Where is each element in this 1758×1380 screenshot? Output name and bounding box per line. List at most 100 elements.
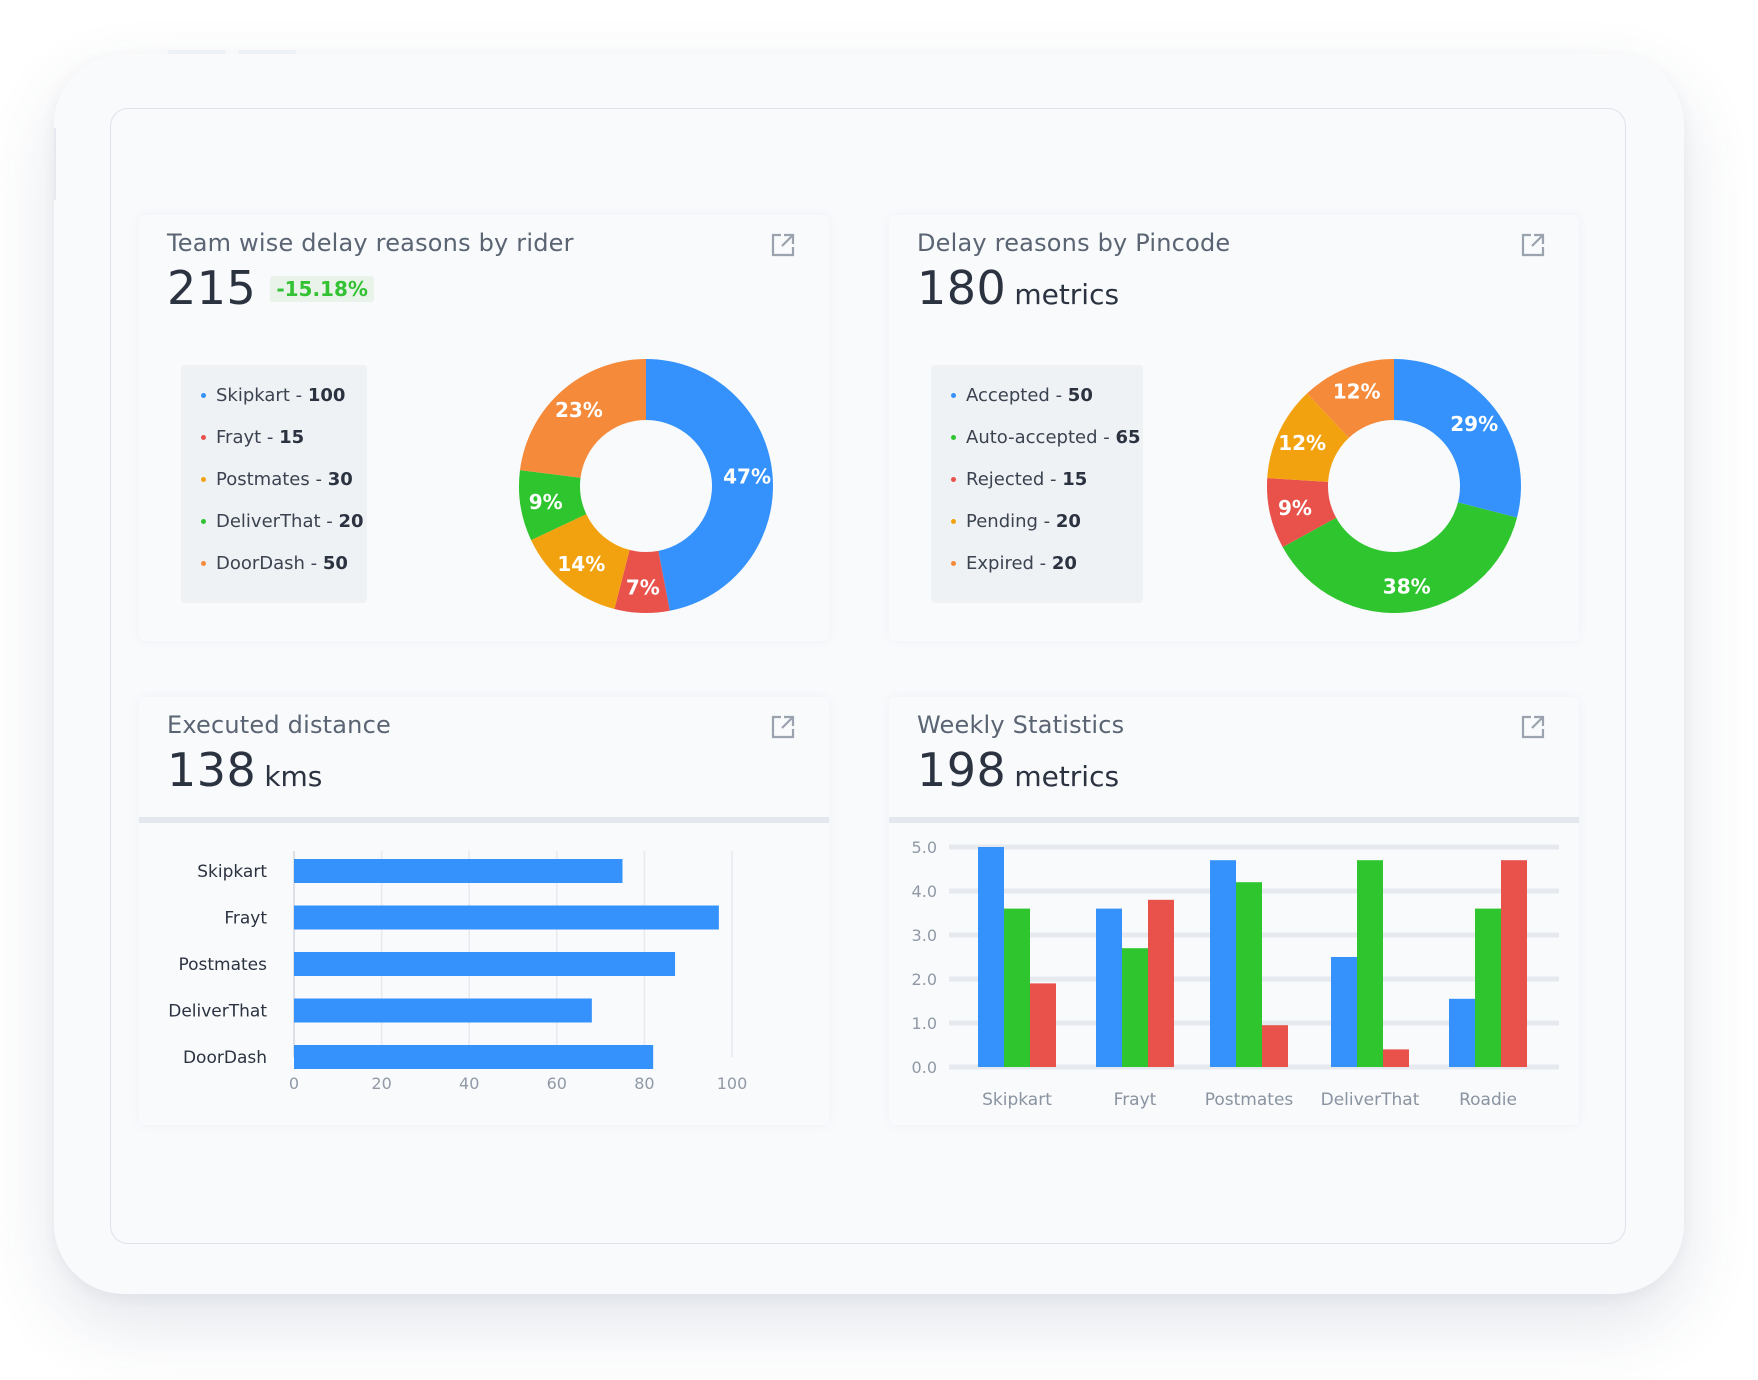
card-total: 138 kms <box>167 743 322 797</box>
legend-label: Rejected - <box>966 469 1063 490</box>
x-tick-label: 20 <box>371 1074 391 1093</box>
card-total: 180 metrics <box>917 261 1119 315</box>
y-tick-label: DeliverThat <box>168 1002 267 1022</box>
bar <box>1383 1049 1409 1067</box>
y-tick-label: 3.0 <box>912 926 937 945</box>
slice-label: 38% <box>1383 575 1431 599</box>
weekly-statistics-card: Weekly Statistics 198 metrics 0.0 1.0 2.0 3… <box>889 697 1579 1125</box>
legend-item: DoorDash - 50 <box>201 553 348 574</box>
legend-value: 30 <box>327 469 353 490</box>
dashboard-screen: Team wise delay reasons by rider 215 -15… <box>110 108 1626 1244</box>
bar <box>1331 957 1357 1067</box>
divider <box>139 817 829 823</box>
delta-badge: -15.18% <box>270 276 374 302</box>
legend-dot <box>951 519 956 524</box>
legend-value: 50 <box>1067 385 1093 406</box>
x-tick-label: 100 <box>717 1074 748 1093</box>
card-total: 215 -15.18% <box>167 261 374 315</box>
card-title: Delay reasons by Pincode <box>917 229 1231 257</box>
donut-slice <box>531 514 630 610</box>
y-tick-label: 1.0 <box>912 1014 937 1033</box>
external-link-icon[interactable] <box>1519 713 1547 741</box>
donut-slice <box>1282 502 1518 613</box>
horizontal-bar-chart: 0 20 40 60 80 100 Skipkart Frayt Postmates Delive… <box>168 851 748 1093</box>
x-tick-label: 60 <box>547 1074 567 1093</box>
y-tick-label: Postmates <box>178 955 267 975</box>
y-tick-label: Skipkart <box>197 862 267 882</box>
bar <box>1449 998 1475 1067</box>
donut-slice <box>520 359 646 478</box>
legend-value: 20 <box>1055 511 1081 532</box>
bar <box>1236 882 1262 1067</box>
card-title: Weekly Statistics <box>917 711 1125 739</box>
vertical-bar-chart: 0.0 1.0 2.0 3.0 4.0 5.0 Skipkart Frayt Postmates… <box>912 838 1559 1110</box>
legend-label: Expired - <box>966 553 1052 574</box>
legend-value: 100 <box>307 385 346 406</box>
legend-value: 20 <box>338 511 364 532</box>
legend-item: Pending - 20 <box>951 511 1081 532</box>
slice-label: 29% <box>1450 412 1498 436</box>
legend-value: 65 <box>1115 427 1141 448</box>
legend-label: DeliverThat - <box>216 511 339 532</box>
bar <box>294 905 719 930</box>
bar <box>1096 908 1122 1067</box>
legend-dot <box>201 393 206 398</box>
legend-item: Postmates - 30 <box>201 469 353 490</box>
x-tick-label: 40 <box>459 1074 479 1093</box>
bar <box>294 952 676 976</box>
legend-label: Auto-accepted - <box>966 427 1116 448</box>
legend-item: Accepted - 50 <box>951 385 1093 406</box>
slice-label: 9% <box>1278 496 1312 520</box>
legend-dot <box>951 561 956 566</box>
bar <box>1475 908 1501 1067</box>
legend-value: 50 <box>322 553 348 574</box>
legend-item: DeliverThat - 20 <box>201 511 364 532</box>
legend-dot <box>951 435 956 440</box>
donut-chart: 29% 38% 9% 12% 12% <box>1267 359 1521 613</box>
divider <box>889 817 1579 823</box>
card-title: Executed distance <box>167 711 391 739</box>
donut-slice <box>646 359 774 611</box>
legend-label: Postmates - <box>216 469 328 490</box>
bar <box>1210 860 1236 1067</box>
tablet-button <box>168 50 226 54</box>
legend-dot <box>201 519 206 524</box>
x-tick-label: 80 <box>634 1074 654 1093</box>
legend-dot <box>201 477 206 482</box>
tablet-button <box>238 50 296 54</box>
y-tick-label: 5.0 <box>912 838 937 857</box>
bar <box>294 859 623 883</box>
bar <box>294 998 592 1023</box>
total-unit: kms <box>264 760 323 793</box>
y-tick-label: 2.0 <box>912 970 937 989</box>
card-total: 198 metrics <box>917 743 1119 797</box>
donut-slice <box>1307 359 1394 438</box>
bar <box>1122 948 1148 1067</box>
legend-item: Skipkart - 100 <box>201 385 345 406</box>
legend-dot <box>201 561 206 566</box>
legend-value: 15 <box>1062 469 1088 490</box>
y-tick-label: Frayt <box>224 909 267 929</box>
total-unit: metrics <box>1014 278 1120 311</box>
bar <box>1262 1025 1288 1067</box>
legend-label: Frayt - <box>216 427 280 448</box>
chart-legend: Accepted - 50 Auto-accepted - 65 Rejected … <box>931 365 1143 603</box>
donut-slice <box>1394 359 1521 518</box>
y-tick-label: 4.0 <box>912 882 937 901</box>
legend-label: Accepted - <box>966 385 1068 406</box>
legend-item: Rejected - 15 <box>951 469 1087 490</box>
chart-legend: Skipkart - 100 Frayt - 15 Postmates - 30 De… <box>181 365 367 603</box>
slice-label: 12% <box>1278 431 1326 455</box>
bar <box>1501 860 1527 1067</box>
external-link-icon[interactable] <box>769 231 797 259</box>
x-tick-label: 0 <box>289 1074 299 1093</box>
bar <box>1030 983 1056 1067</box>
x-tick-label: DeliverThat <box>1321 1090 1420 1110</box>
bar <box>1148 899 1174 1067</box>
donut-slice <box>1267 478 1337 548</box>
external-link-icon[interactable] <box>769 713 797 741</box>
slice-label: 14% <box>557 552 605 576</box>
external-link-icon[interactable] <box>1519 231 1547 259</box>
legend-dot <box>201 435 206 440</box>
bar <box>978 847 1004 1067</box>
